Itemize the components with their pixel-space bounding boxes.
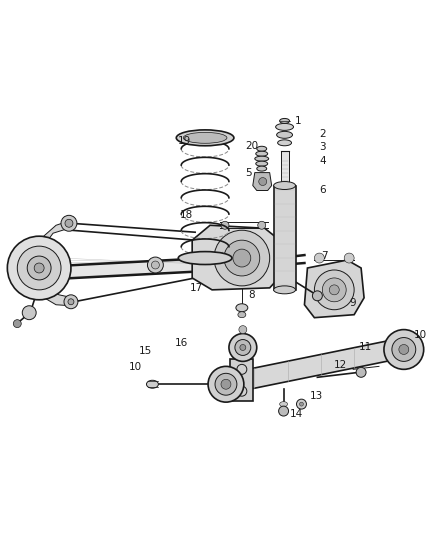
Ellipse shape <box>255 156 268 161</box>
Circle shape <box>279 406 289 416</box>
Polygon shape <box>39 220 71 252</box>
Circle shape <box>13 320 21 328</box>
Circle shape <box>221 379 231 389</box>
Circle shape <box>399 344 409 354</box>
Circle shape <box>148 257 163 273</box>
Text: 18: 18 <box>180 211 194 220</box>
Text: 11: 11 <box>359 343 372 352</box>
Circle shape <box>329 285 339 295</box>
Text: 17: 17 <box>190 283 203 293</box>
Text: 7: 7 <box>321 251 328 261</box>
Ellipse shape <box>238 312 246 318</box>
Circle shape <box>344 253 354 263</box>
Ellipse shape <box>236 304 248 312</box>
Text: 10: 10 <box>129 362 142 373</box>
Ellipse shape <box>176 130 234 146</box>
Circle shape <box>392 337 416 361</box>
Circle shape <box>221 221 229 229</box>
Polygon shape <box>253 173 272 190</box>
Circle shape <box>224 240 260 276</box>
Circle shape <box>235 340 251 356</box>
Ellipse shape <box>256 161 268 166</box>
Ellipse shape <box>274 286 296 294</box>
Circle shape <box>239 326 247 334</box>
Circle shape <box>314 270 354 310</box>
Circle shape <box>297 399 307 409</box>
Polygon shape <box>238 337 406 391</box>
Ellipse shape <box>276 124 293 131</box>
Circle shape <box>300 402 304 406</box>
Text: 10: 10 <box>414 329 427 340</box>
Text: 2: 2 <box>319 129 326 139</box>
Circle shape <box>214 230 270 286</box>
Ellipse shape <box>277 131 293 139</box>
Bar <box>274 185 296 290</box>
Ellipse shape <box>257 146 267 151</box>
Ellipse shape <box>257 166 267 171</box>
Polygon shape <box>39 286 73 306</box>
Circle shape <box>384 329 424 369</box>
Circle shape <box>356 367 366 377</box>
Circle shape <box>314 253 324 263</box>
Text: 9: 9 <box>349 298 356 308</box>
Text: 4: 4 <box>319 156 326 166</box>
Circle shape <box>322 278 346 302</box>
Polygon shape <box>192 225 282 290</box>
Polygon shape <box>230 359 253 401</box>
Ellipse shape <box>278 140 292 146</box>
Text: 16: 16 <box>175 337 188 348</box>
Circle shape <box>7 236 71 300</box>
Circle shape <box>64 295 78 309</box>
Ellipse shape <box>183 132 227 143</box>
Ellipse shape <box>256 151 268 156</box>
Circle shape <box>215 373 237 395</box>
Circle shape <box>65 219 73 227</box>
Polygon shape <box>304 260 364 318</box>
Circle shape <box>68 299 74 305</box>
Circle shape <box>22 306 36 320</box>
Circle shape <box>61 215 77 231</box>
Text: 13: 13 <box>309 391 323 401</box>
Polygon shape <box>19 255 265 281</box>
Bar <box>281 151 289 185</box>
Ellipse shape <box>279 402 288 407</box>
Text: 3: 3 <box>319 142 326 152</box>
Circle shape <box>259 177 267 185</box>
Circle shape <box>240 344 246 351</box>
Ellipse shape <box>274 182 296 190</box>
Text: 19: 19 <box>178 136 191 146</box>
Text: 15: 15 <box>138 346 152 357</box>
Circle shape <box>229 334 257 361</box>
Ellipse shape <box>146 380 159 388</box>
Text: 5: 5 <box>245 167 251 177</box>
Text: 1: 1 <box>294 116 301 126</box>
Circle shape <box>208 366 244 402</box>
Ellipse shape <box>178 252 232 264</box>
Circle shape <box>233 249 251 267</box>
Circle shape <box>17 246 61 290</box>
Text: 8: 8 <box>248 290 254 300</box>
Circle shape <box>27 256 51 280</box>
Circle shape <box>312 291 322 301</box>
Circle shape <box>152 261 159 269</box>
Text: 14: 14 <box>290 409 303 419</box>
Text: 6: 6 <box>319 185 326 196</box>
Text: 12: 12 <box>334 360 347 370</box>
Circle shape <box>34 263 44 273</box>
Text: 20: 20 <box>245 141 258 151</box>
Ellipse shape <box>279 118 290 124</box>
Circle shape <box>258 221 266 229</box>
